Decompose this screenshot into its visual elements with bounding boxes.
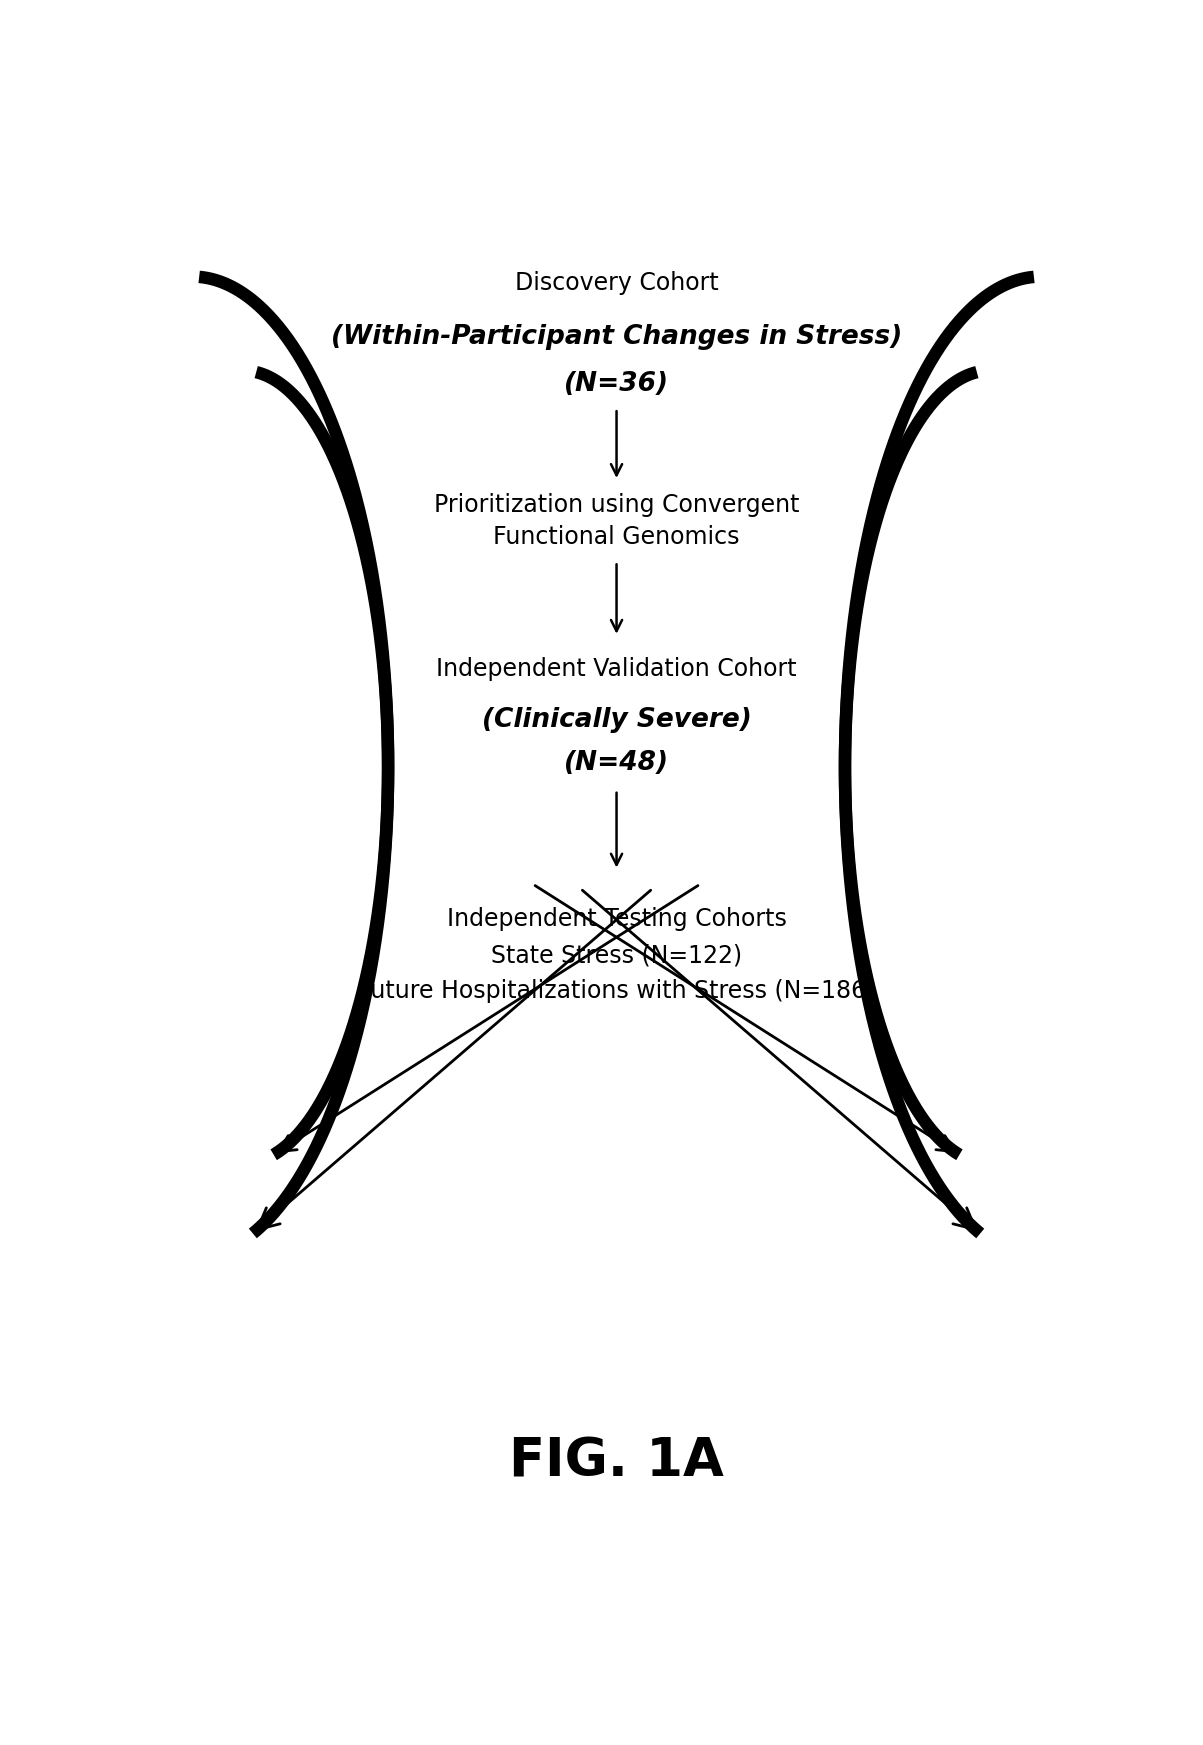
Text: (N=48): (N=48) [564, 750, 669, 777]
Text: Independent Validation Cohort: Independent Validation Cohort [437, 656, 796, 681]
Text: Discovery Cohort: Discovery Cohort [515, 270, 718, 295]
Text: (Within-Participant Changes in Stress): (Within-Participant Changes in Stress) [331, 325, 902, 351]
Text: (Clinically Severe): (Clinically Severe) [481, 707, 752, 733]
Text: Prioritization using Convergent
Functional Genomics: Prioritization using Convergent Function… [434, 494, 799, 550]
Text: Future Hospitalizations with Stress (N=186): Future Hospitalizations with Stress (N=1… [358, 979, 875, 1003]
Text: (N=36): (N=36) [564, 372, 669, 398]
Text: Independent Testing Cohorts: Independent Testing Cohorts [446, 907, 787, 930]
Text: FIG. 1A: FIG. 1A [509, 1436, 724, 1488]
Text: State Stress (N=122): State Stress (N=122) [491, 942, 742, 967]
